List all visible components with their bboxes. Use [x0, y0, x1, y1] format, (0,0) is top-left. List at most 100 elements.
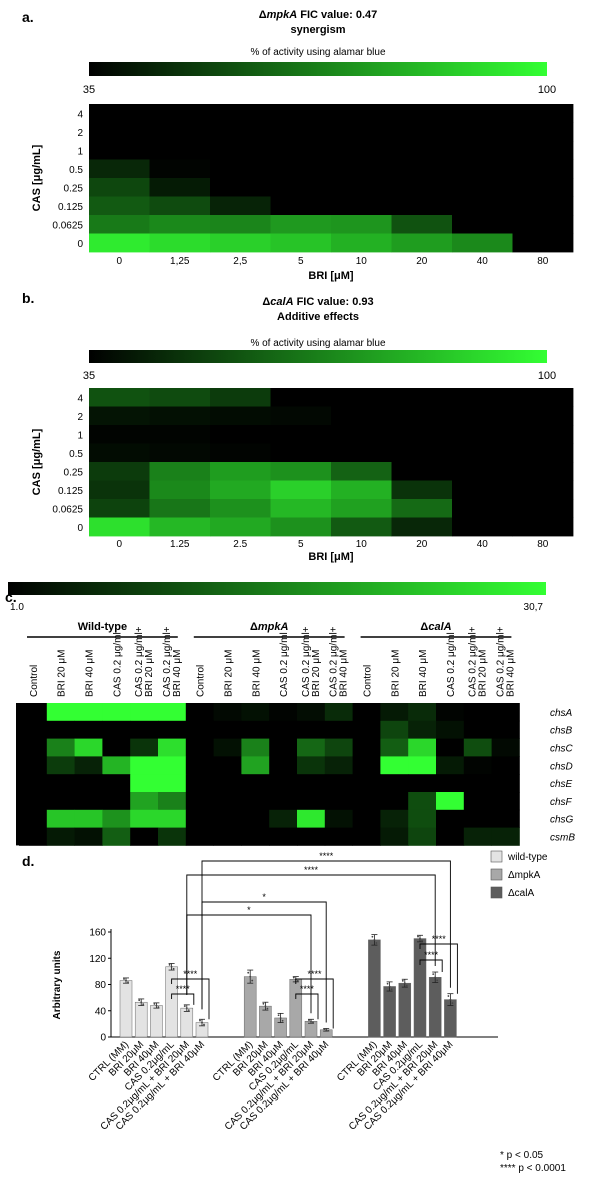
- y-tick-label: 0.25: [64, 467, 84, 478]
- heatmap-cell: [89, 462, 150, 481]
- data-point: [325, 1028, 328, 1031]
- data-point: [373, 938, 376, 941]
- heatmap-cell: [436, 809, 465, 828]
- heatmap-cell: [436, 738, 465, 757]
- data-point: [142, 1003, 145, 1006]
- panel-b: b. ΔcalA FIC value: 0.93 Additive effect…: [22, 290, 574, 563]
- significance-bracket: [295, 993, 319, 1020]
- data-point: [403, 982, 406, 985]
- data-point: [264, 1005, 267, 1008]
- bar: [398, 982, 412, 1038]
- heatmap-cell: [89, 104, 150, 123]
- heatmap-cell: [149, 196, 211, 216]
- significance-label: ****: [319, 851, 334, 861]
- heatmap-cell: [158, 703, 187, 722]
- data-point: [449, 998, 452, 1001]
- y-tick-label: 0: [100, 1033, 106, 1044]
- heatmap-cell: [391, 462, 453, 481]
- panel-a: a. ΔmpkA FIC value: 0.47 synergism % of …: [22, 9, 574, 282]
- data-point: [277, 1014, 280, 1017]
- heatmap-cell: [269, 720, 298, 739]
- heatmap-cell: [491, 703, 520, 722]
- heatmap-cell: [452, 178, 513, 197]
- heatmap-cell: [331, 215, 392, 234]
- heatmap-cell: [149, 406, 211, 426]
- heatmap-cell: [158, 809, 187, 828]
- heatmap-cell: [89, 425, 150, 444]
- panel-a-subtitle: synergism: [290, 24, 345, 36]
- heatmap-cell: [46, 756, 75, 775]
- heatmap-cell: [512, 233, 574, 253]
- heatmap-cell: [241, 774, 270, 793]
- heatmap-cell: [270, 233, 332, 253]
- data-point: [279, 1017, 282, 1019]
- data-point: [251, 979, 254, 982]
- heatmap-cell: [331, 178, 392, 197]
- heatmap-cell: [463, 792, 492, 811]
- heatmap-cell: [391, 159, 453, 179]
- heatmap-cell: [452, 517, 513, 537]
- heatmap-cell: [380, 809, 409, 828]
- significance-bracket: [171, 993, 195, 1005]
- data-point: [310, 1020, 312, 1023]
- column-label: CAS 0.2 μg/ml+BRI 40 μM: [162, 626, 183, 697]
- significance-label: ****: [432, 934, 447, 944]
- significance-bracket: [295, 978, 334, 1029]
- data-point: [432, 973, 435, 976]
- heatmap-cell: [331, 159, 392, 179]
- x-tick-label: 0: [116, 539, 122, 550]
- heatmap-cell: [269, 703, 298, 722]
- significance-label: ****: [183, 969, 198, 979]
- heatmap-cell: [452, 215, 513, 234]
- heatmap-cell: [89, 178, 150, 197]
- heatmap-cell: [46, 792, 75, 811]
- heatmap-cell: [213, 720, 242, 739]
- heatmap-cell: [463, 738, 492, 757]
- heatmap-cell: [241, 827, 270, 846]
- bar: [428, 977, 442, 1038]
- heatmap-cell: [19, 720, 48, 739]
- heatmap-cell: [408, 703, 437, 722]
- significance-bracket: [171, 978, 210, 1020]
- heatmap-cell: [391, 480, 453, 500]
- heatmap-cell: [331, 233, 392, 253]
- heatmap-cell: [74, 809, 103, 828]
- heatmap-cell: [512, 388, 574, 407]
- x-tick-label: 1,25: [170, 256, 190, 267]
- heatmap-cell: [331, 480, 392, 500]
- data-point: [390, 988, 393, 991]
- heatmap-cell: [102, 720, 131, 739]
- column-label: BRI 20 μM: [57, 650, 68, 697]
- heatmap-cell: [512, 141, 574, 160]
- heatmap-cell: [391, 499, 453, 518]
- heatmap-cell: [270, 425, 332, 444]
- data-point: [417, 935, 419, 938]
- heatmap-cell: [19, 703, 48, 722]
- bar: [259, 1005, 272, 1038]
- heatmap-cell: [452, 388, 513, 407]
- heatmap-cell: [391, 517, 453, 537]
- heatmap-cell: [331, 462, 392, 481]
- legend-swatch-cala: [490, 886, 503, 899]
- heatmap-cell: [331, 406, 392, 426]
- heatmap-cell: [391, 122, 453, 142]
- data-point: [185, 1007, 188, 1010]
- heatmap-cell: [352, 756, 381, 775]
- x-axis-label: BRI [μM]: [308, 551, 354, 563]
- heatmap-cell: [436, 827, 465, 846]
- data-point: [375, 942, 378, 944]
- heatmap-cell: [391, 104, 453, 123]
- heatmap-cell: [452, 425, 513, 444]
- group-label: ΔcalA: [420, 621, 451, 633]
- heatmap-cell: [149, 499, 211, 518]
- heatmap-cell: [210, 499, 271, 518]
- heatmap-cell: [297, 827, 326, 846]
- heatmap-cell: [436, 774, 465, 793]
- data-point: [312, 1021, 314, 1024]
- data-point: [421, 939, 423, 942]
- heatmap-cell: [149, 443, 211, 463]
- data-point: [168, 963, 171, 966]
- x-tick-label: 20: [416, 539, 428, 550]
- column-label: Control: [196, 665, 207, 697]
